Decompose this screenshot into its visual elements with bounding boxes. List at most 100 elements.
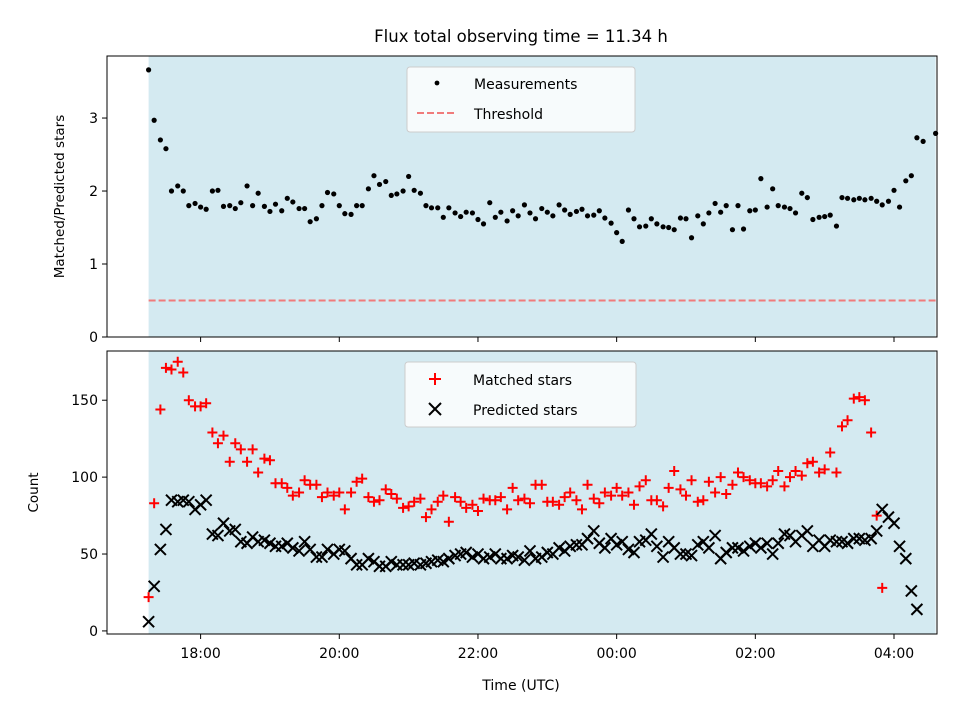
predicted-star-point xyxy=(211,529,225,542)
measurement-point xyxy=(296,205,302,212)
measurement-point xyxy=(908,173,914,179)
measurement-point xyxy=(740,226,747,232)
predicted-star-point xyxy=(587,524,600,538)
measurement-point xyxy=(584,213,591,219)
matched-star-point xyxy=(773,465,784,476)
matched-star-point xyxy=(744,475,755,486)
predicted-star-point xyxy=(801,524,814,538)
measurement-point xyxy=(608,220,614,226)
matched-star-point xyxy=(149,498,160,509)
measurement-point xyxy=(394,191,400,197)
matched-star-point xyxy=(409,496,420,507)
measurement-point xyxy=(157,137,163,143)
measurement-point xyxy=(539,205,545,212)
measurement-point xyxy=(804,194,810,201)
measurement-point xyxy=(700,221,706,227)
measurement-point xyxy=(383,178,389,185)
matched-star-point xyxy=(547,496,558,507)
measurement-point xyxy=(290,199,296,205)
measurement-point xyxy=(579,206,585,212)
measurement-point xyxy=(227,203,233,209)
matched-star-point xyxy=(467,499,478,510)
measurement-point xyxy=(400,188,406,194)
matched-star-point xyxy=(282,482,293,493)
measurement-point xyxy=(567,211,573,217)
measurement-point xyxy=(544,209,550,215)
x-tick-label: 02:00 xyxy=(735,646,775,662)
measurement-point xyxy=(868,195,874,201)
count-x-ticks: 18:00 20:00 22:00 00:00 02:00 04:00 xyxy=(180,634,914,662)
count-legend: Matched stars Predicted stars xyxy=(404,361,637,428)
measurement-point xyxy=(723,203,729,209)
matched-star-point xyxy=(218,430,229,441)
matched-star-point xyxy=(346,487,357,498)
predicted-star-point xyxy=(760,537,774,550)
measurement-point xyxy=(302,205,308,212)
measurement-point xyxy=(914,135,920,141)
measurement-point xyxy=(492,214,498,220)
measurement-point xyxy=(504,218,510,224)
predicted-star-point xyxy=(523,544,537,558)
matched-star-point xyxy=(715,472,726,483)
predicted-star-point xyxy=(905,584,918,598)
measurement-point xyxy=(388,192,394,199)
predicted-star-point xyxy=(674,547,687,561)
measurement-point xyxy=(469,210,476,216)
measurement-point xyxy=(775,203,781,209)
x-tick-label: 04:00 xyxy=(874,646,914,662)
measurement-point xyxy=(636,224,643,230)
y-tick-label: 0 xyxy=(89,624,98,640)
predicted-star-point xyxy=(292,544,306,558)
measurement-point xyxy=(411,187,417,193)
measurement-point xyxy=(822,213,828,220)
matched-star-point xyxy=(339,504,350,515)
matched-star-point xyxy=(432,496,443,507)
matched-star-point xyxy=(455,496,466,507)
measurement-point xyxy=(747,208,753,214)
predicted-star-point xyxy=(315,550,329,564)
matched-stars-series xyxy=(144,357,888,603)
measurement-point xyxy=(764,204,770,210)
ratio-axes-frame xyxy=(106,55,938,338)
predicted-star-point xyxy=(182,495,196,508)
measurement-point xyxy=(885,198,892,204)
measurement-point xyxy=(267,208,273,215)
measurement-point xyxy=(423,203,429,209)
measurement-point xyxy=(435,205,441,211)
measurement-point xyxy=(862,197,868,203)
predicted-star-point xyxy=(147,580,161,593)
matched-star-point xyxy=(420,512,431,523)
matched-star-point xyxy=(322,487,333,498)
measurement-point xyxy=(648,216,654,222)
matched-star-point xyxy=(576,504,587,515)
x-tick-label: 20:00 xyxy=(319,646,359,662)
matched-star-point xyxy=(755,478,766,489)
matched-star-point xyxy=(426,504,437,515)
legend-predicted: Predicted stars xyxy=(473,403,578,419)
predicted-star-point xyxy=(511,550,525,564)
matched-star-point xyxy=(651,495,662,506)
measurements-series xyxy=(146,67,939,244)
predicted-star-point xyxy=(286,541,300,555)
measurement-point xyxy=(359,203,365,209)
predicted-star-point xyxy=(459,546,473,559)
measurement-point xyxy=(168,188,175,194)
measurement-point xyxy=(463,209,469,215)
measurement-point xyxy=(677,215,684,221)
matched-star-point xyxy=(363,492,374,503)
measurement-point xyxy=(146,67,152,73)
measurement-point xyxy=(619,238,625,244)
matched-star-point xyxy=(247,444,258,455)
measurement-point xyxy=(342,211,348,217)
matched-star-point xyxy=(599,487,610,498)
measurement-point xyxy=(712,200,718,207)
predicted-star-point xyxy=(830,535,843,548)
measurement-point xyxy=(758,176,764,182)
matched-star-point xyxy=(606,490,617,501)
matched-star-point xyxy=(842,415,853,426)
matched-star-point xyxy=(351,476,362,487)
matched-star-point xyxy=(235,444,246,455)
measurement-point xyxy=(614,230,620,236)
predicted-star-point xyxy=(442,552,456,565)
ratio-x-ticks xyxy=(200,337,895,342)
